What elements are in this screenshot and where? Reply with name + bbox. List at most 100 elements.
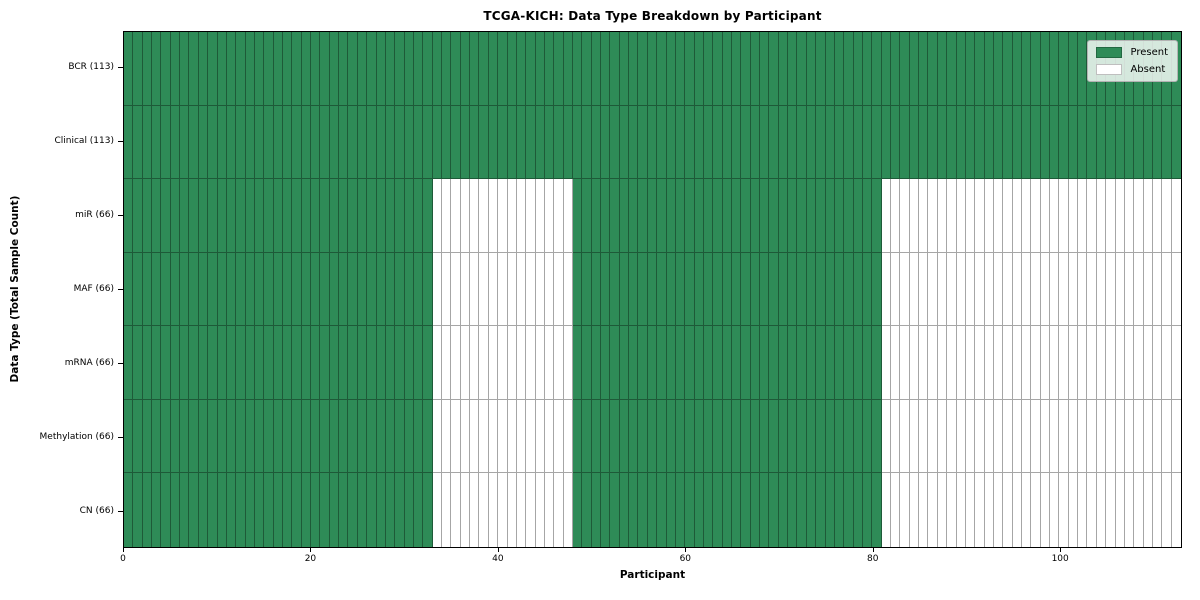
heatmap-cell bbox=[825, 399, 835, 474]
heatmap-cell bbox=[198, 105, 209, 180]
heatmap-cell bbox=[339, 473, 349, 547]
heatmap-cell bbox=[385, 473, 396, 547]
heatmap-cell bbox=[947, 326, 957, 400]
heatmap-cell bbox=[965, 399, 976, 474]
heatmap-cell bbox=[376, 32, 386, 106]
heatmap-cell bbox=[292, 252, 302, 327]
heatmap-cell bbox=[881, 473, 892, 547]
chart-title: TCGA-KICH: Data Type Breakdown by Partic… bbox=[483, 9, 822, 23]
heatmap-cell bbox=[675, 252, 686, 327]
heatmap-cell bbox=[423, 179, 433, 253]
heatmap-cell bbox=[778, 32, 789, 106]
heatmap-cell bbox=[788, 473, 798, 547]
heatmap-cell bbox=[376, 473, 386, 547]
heatmap-cell bbox=[956, 399, 966, 474]
heatmap-cell bbox=[488, 399, 499, 474]
heatmap-cell bbox=[1162, 179, 1172, 253]
heatmap-cell bbox=[189, 473, 199, 547]
heatmap-cell bbox=[1078, 399, 1088, 474]
heatmap-cell bbox=[1003, 32, 1013, 106]
heatmap-cell bbox=[1124, 326, 1135, 400]
heatmap-cell bbox=[236, 473, 246, 547]
heatmap-cell bbox=[395, 252, 405, 327]
heatmap-cell bbox=[657, 105, 667, 180]
heatmap-cell bbox=[1143, 399, 1153, 474]
heatmap-cell bbox=[647, 399, 658, 474]
heatmap-cell bbox=[900, 326, 910, 400]
heatmap-cell bbox=[516, 32, 527, 106]
heatmap-cell bbox=[273, 105, 284, 180]
heatmap-cell bbox=[329, 105, 340, 180]
heatmap-cell bbox=[629, 399, 639, 474]
heatmap-cell bbox=[769, 179, 779, 253]
heatmap-cell bbox=[329, 326, 340, 400]
heatmap-cell bbox=[984, 105, 994, 180]
heatmap-cell bbox=[479, 326, 489, 400]
y-tick-mark bbox=[118, 215, 123, 217]
heatmap-cell bbox=[544, 32, 555, 106]
heatmap-cell bbox=[750, 179, 761, 253]
heatmap-cell bbox=[1050, 105, 1060, 180]
heatmap-cell bbox=[1171, 399, 1181, 474]
heatmap-cell bbox=[816, 252, 826, 327]
heatmap-cell bbox=[198, 473, 209, 547]
heatmap-cell bbox=[741, 32, 751, 106]
heatmap-cell bbox=[339, 105, 349, 180]
heatmap-cell bbox=[488, 179, 499, 253]
heatmap-cell bbox=[1012, 473, 1022, 547]
heatmap-cell bbox=[563, 105, 573, 180]
heatmap-cell bbox=[591, 252, 602, 327]
heatmap-cell bbox=[778, 179, 789, 253]
heatmap-cell bbox=[442, 473, 452, 547]
x-tick-mark bbox=[685, 548, 687, 552]
heatmap-cell bbox=[292, 32, 302, 106]
heatmap-cell bbox=[1012, 399, 1022, 474]
heatmap-cell bbox=[451, 252, 461, 327]
heatmap-cell bbox=[320, 179, 330, 253]
heatmap-cell bbox=[947, 32, 957, 106]
heatmap-cell bbox=[610, 473, 620, 547]
heatmap-cell bbox=[760, 326, 770, 400]
heatmap-cell bbox=[741, 399, 751, 474]
heatmap-cell bbox=[245, 326, 255, 400]
heatmap-cell bbox=[610, 179, 620, 253]
heatmap-cell bbox=[825, 32, 835, 106]
heatmap-cell bbox=[488, 32, 499, 106]
heatmap-cell bbox=[601, 105, 611, 180]
heatmap-cell bbox=[1171, 105, 1181, 180]
heatmap-cell bbox=[442, 326, 452, 400]
heatmap-cell bbox=[554, 32, 564, 106]
heatmap-cell bbox=[722, 179, 732, 253]
heatmap-cell bbox=[283, 179, 293, 253]
heatmap-cell bbox=[348, 105, 358, 180]
heatmap-cell bbox=[601, 179, 611, 253]
heatmap-cell bbox=[1143, 326, 1153, 400]
heatmap-cell bbox=[797, 32, 807, 106]
heatmap-cell bbox=[1050, 326, 1060, 400]
heatmap-cell bbox=[629, 252, 639, 327]
heatmap-cell bbox=[273, 179, 284, 253]
heatmap-cell bbox=[1012, 105, 1022, 180]
heatmap-cell bbox=[1162, 105, 1172, 180]
heatmap-cell bbox=[395, 179, 405, 253]
heatmap-cell bbox=[470, 179, 480, 253]
heatmap-cell bbox=[975, 105, 985, 180]
legend-item-absent: Absent bbox=[1096, 64, 1168, 75]
heatmap-cell bbox=[769, 32, 779, 106]
heatmap-cell bbox=[339, 32, 349, 106]
heatmap-cell bbox=[975, 473, 985, 547]
heatmap-cell bbox=[1115, 252, 1125, 327]
heatmap-cell bbox=[554, 252, 564, 327]
heatmap-cell bbox=[423, 473, 433, 547]
heatmap-cell bbox=[292, 179, 302, 253]
heatmap-cell bbox=[1031, 32, 1041, 106]
heatmap-cell bbox=[1040, 179, 1051, 253]
heatmap-cell bbox=[834, 179, 845, 253]
heatmap-cell bbox=[1106, 179, 1116, 253]
heatmap-cell bbox=[423, 252, 433, 327]
y-tick-label-clinical: Clinical (113) bbox=[54, 136, 114, 147]
heatmap-cell bbox=[965, 179, 976, 253]
heatmap-cell bbox=[563, 326, 573, 400]
heatmap-cell bbox=[1162, 399, 1172, 474]
heatmap-cell bbox=[1059, 399, 1069, 474]
